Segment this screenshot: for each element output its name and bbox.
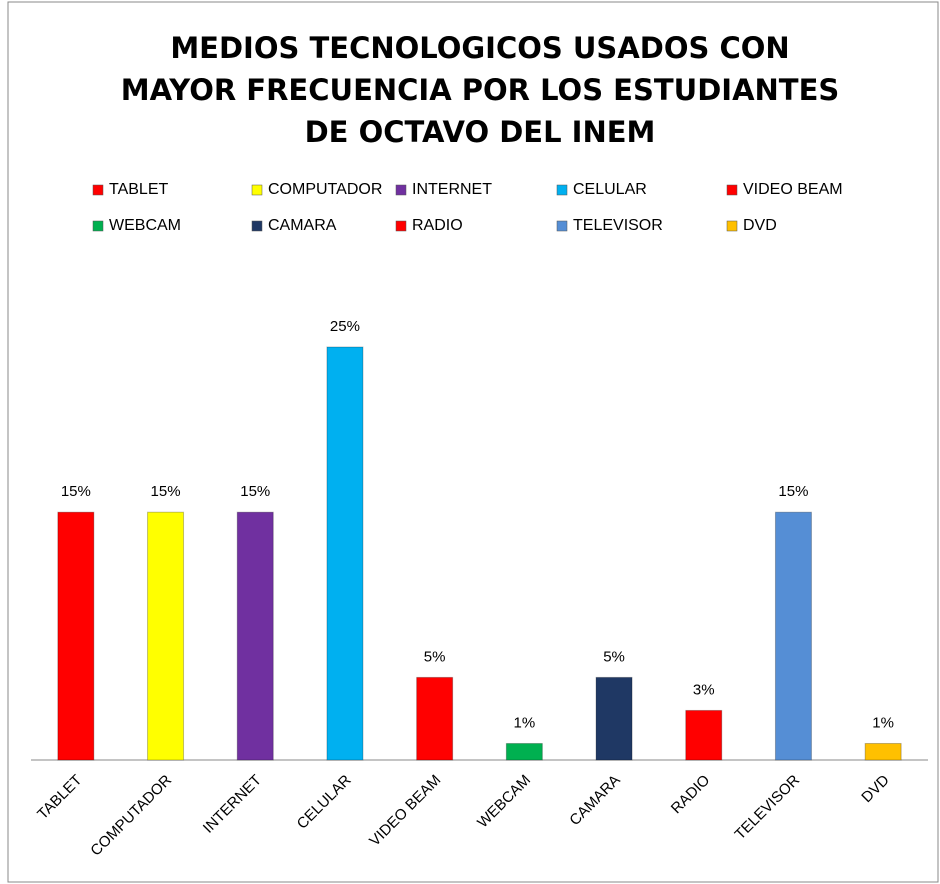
legend-label: CELULAR xyxy=(573,181,647,198)
value-label: 1% xyxy=(872,714,894,731)
legend-swatch xyxy=(395,220,407,232)
x-tick-label: TABLET xyxy=(34,772,85,823)
value-label: 15% xyxy=(151,483,181,500)
legend-swatch xyxy=(251,184,263,196)
legend-swatch xyxy=(92,184,104,196)
chart-frame xyxy=(7,1,939,883)
bar xyxy=(864,742,902,761)
x-tick-label: WEBCAM xyxy=(474,772,534,832)
value-label: 15% xyxy=(61,483,91,500)
x-tick-label: CELULAR xyxy=(294,772,355,833)
bar xyxy=(147,511,185,761)
legend-label: WEBCAM xyxy=(109,217,181,234)
legend-swatch xyxy=(556,184,568,196)
bar xyxy=(57,511,95,761)
legend-swatch xyxy=(726,220,738,232)
bar xyxy=(236,511,274,761)
legend-swatch xyxy=(92,220,104,232)
x-tick-label: TELEVISOR xyxy=(732,772,804,844)
value-label: 5% xyxy=(603,648,625,665)
legend-label: TELEVISOR xyxy=(573,217,663,234)
x-tick-label: VIDEO BEAM xyxy=(366,772,444,850)
legend-swatch xyxy=(251,220,263,232)
x-tick-label: DVD xyxy=(858,771,893,806)
bar xyxy=(416,676,454,761)
x-tick-label: COMPUTADOR xyxy=(87,772,175,860)
bar xyxy=(685,709,723,761)
value-label: 15% xyxy=(240,483,270,500)
legend-label: TABLET xyxy=(109,181,169,198)
value-label: 15% xyxy=(778,483,808,500)
legend-label: VIDEO BEAM xyxy=(743,181,843,198)
chart-title: MAYOR FRECUENCIA POR LOS ESTUDIANTES xyxy=(121,73,840,107)
legend-swatch xyxy=(395,184,407,196)
x-tick-label: CAMARA xyxy=(566,772,623,829)
chart-title: MEDIOS TECNOLOGICOS USADOS CON xyxy=(170,31,789,65)
legend-swatch xyxy=(556,220,568,232)
bar xyxy=(595,676,633,761)
bar xyxy=(774,511,812,761)
legend-label: CAMARA xyxy=(268,217,337,234)
x-tick-label: INTERNET xyxy=(200,772,265,837)
bar xyxy=(326,346,364,761)
value-label: 25% xyxy=(330,318,360,335)
bar xyxy=(505,742,543,761)
value-label: 1% xyxy=(514,714,536,731)
legend-label: RADIO xyxy=(412,217,463,234)
legend-swatch xyxy=(726,184,738,196)
legend-label: DVD xyxy=(743,217,777,234)
legend-label: INTERNET xyxy=(412,181,492,198)
chart-title: DE OCTAVO DEL INEM xyxy=(305,115,656,149)
value-label: 5% xyxy=(424,648,446,665)
x-tick-label: RADIO xyxy=(668,772,714,818)
legend-label: COMPUTADOR xyxy=(268,181,382,198)
value-label: 3% xyxy=(693,681,715,698)
